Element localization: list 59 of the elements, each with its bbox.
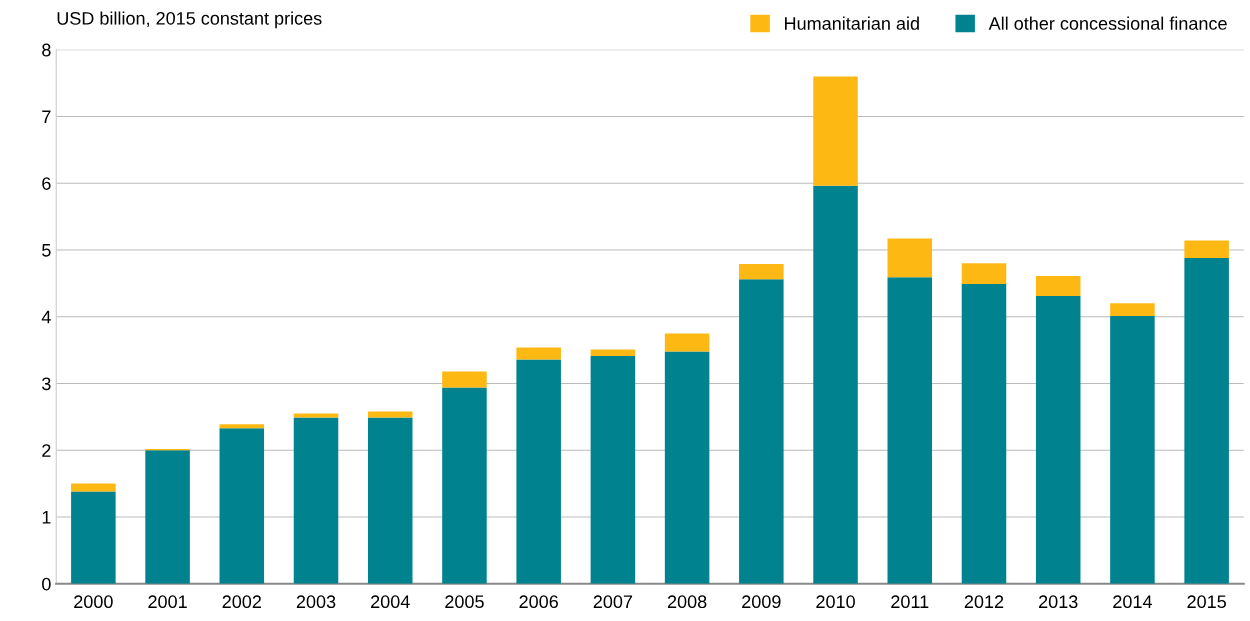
- y-tick-label: 8: [42, 43, 51, 57]
- x-tick-label: 2004: [371, 595, 410, 609]
- legend-label: Humanitarian aid: [785, 16, 919, 30]
- x-tick-label: 2000: [74, 595, 113, 609]
- bar: [1110, 316, 1155, 584]
- bar: [442, 371, 487, 388]
- bar: [590, 349, 636, 357]
- x-tick-label: 2002: [222, 595, 261, 609]
- x-tick-label: 2014: [1113, 595, 1152, 609]
- y-tick-label: 4: [41, 310, 51, 324]
- bar: [664, 333, 710, 352]
- y-tick-label: 6: [42, 177, 51, 190]
- bar: [739, 263, 784, 280]
- bar: [590, 356, 636, 584]
- x-tick-label: 2003: [296, 595, 336, 609]
- bar: [887, 277, 933, 584]
- bar: [961, 284, 1007, 584]
- bar: [219, 428, 265, 584]
- bar: [664, 351, 710, 584]
- y-axis-title: USD billion, 2015 constant prices: [57, 11, 322, 29]
- y-tick-label: 7: [42, 110, 51, 123]
- y-tick-label: 0: [42, 577, 51, 591]
- bar: [293, 417, 339, 584]
- bar: [1184, 240, 1229, 258]
- x-tick-label: 2001: [148, 595, 187, 609]
- y-tick-label: 3: [42, 377, 51, 391]
- bar: [442, 387, 487, 584]
- x-tick-label: 2007: [593, 595, 633, 609]
- bar: [516, 359, 561, 584]
- bar: [145, 450, 190, 584]
- bar: [1110, 303, 1155, 317]
- y-tick-label: 2: [42, 444, 51, 457]
- x-tick-label: 2012: [964, 595, 1004, 609]
- x-tick-label: 2005: [445, 595, 484, 609]
- bar: [367, 417, 413, 584]
- x-tick-label: 2008: [667, 595, 707, 609]
- bar: [1035, 296, 1081, 584]
- x-tick-label: 2006: [519, 595, 558, 609]
- x-tick-label: 2015: [1187, 595, 1226, 609]
- bar: [516, 347, 561, 360]
- legend-label: All other concessional finance: [988, 16, 1227, 30]
- x-tick-label: 2011: [891, 595, 929, 609]
- x-tick-label: 2013: [1039, 595, 1078, 609]
- bar: [1184, 257, 1229, 584]
- bar: [813, 185, 858, 584]
- bar: [71, 491, 116, 584]
- bar: [367, 411, 413, 418]
- bar: [293, 413, 339, 418]
- bar: [887, 238, 933, 278]
- y-tick-label: 1: [42, 511, 51, 524]
- y-tick-label: 5: [42, 244, 51, 257]
- bar: [961, 263, 1007, 284]
- bar: [1035, 275, 1081, 297]
- bar: [813, 76, 858, 186]
- bar: [219, 424, 265, 429]
- x-tick-label: 2010: [816, 595, 855, 609]
- x-tick-label: 2009: [742, 595, 781, 609]
- bar: [739, 279, 784, 584]
- bar: [71, 483, 116, 492]
